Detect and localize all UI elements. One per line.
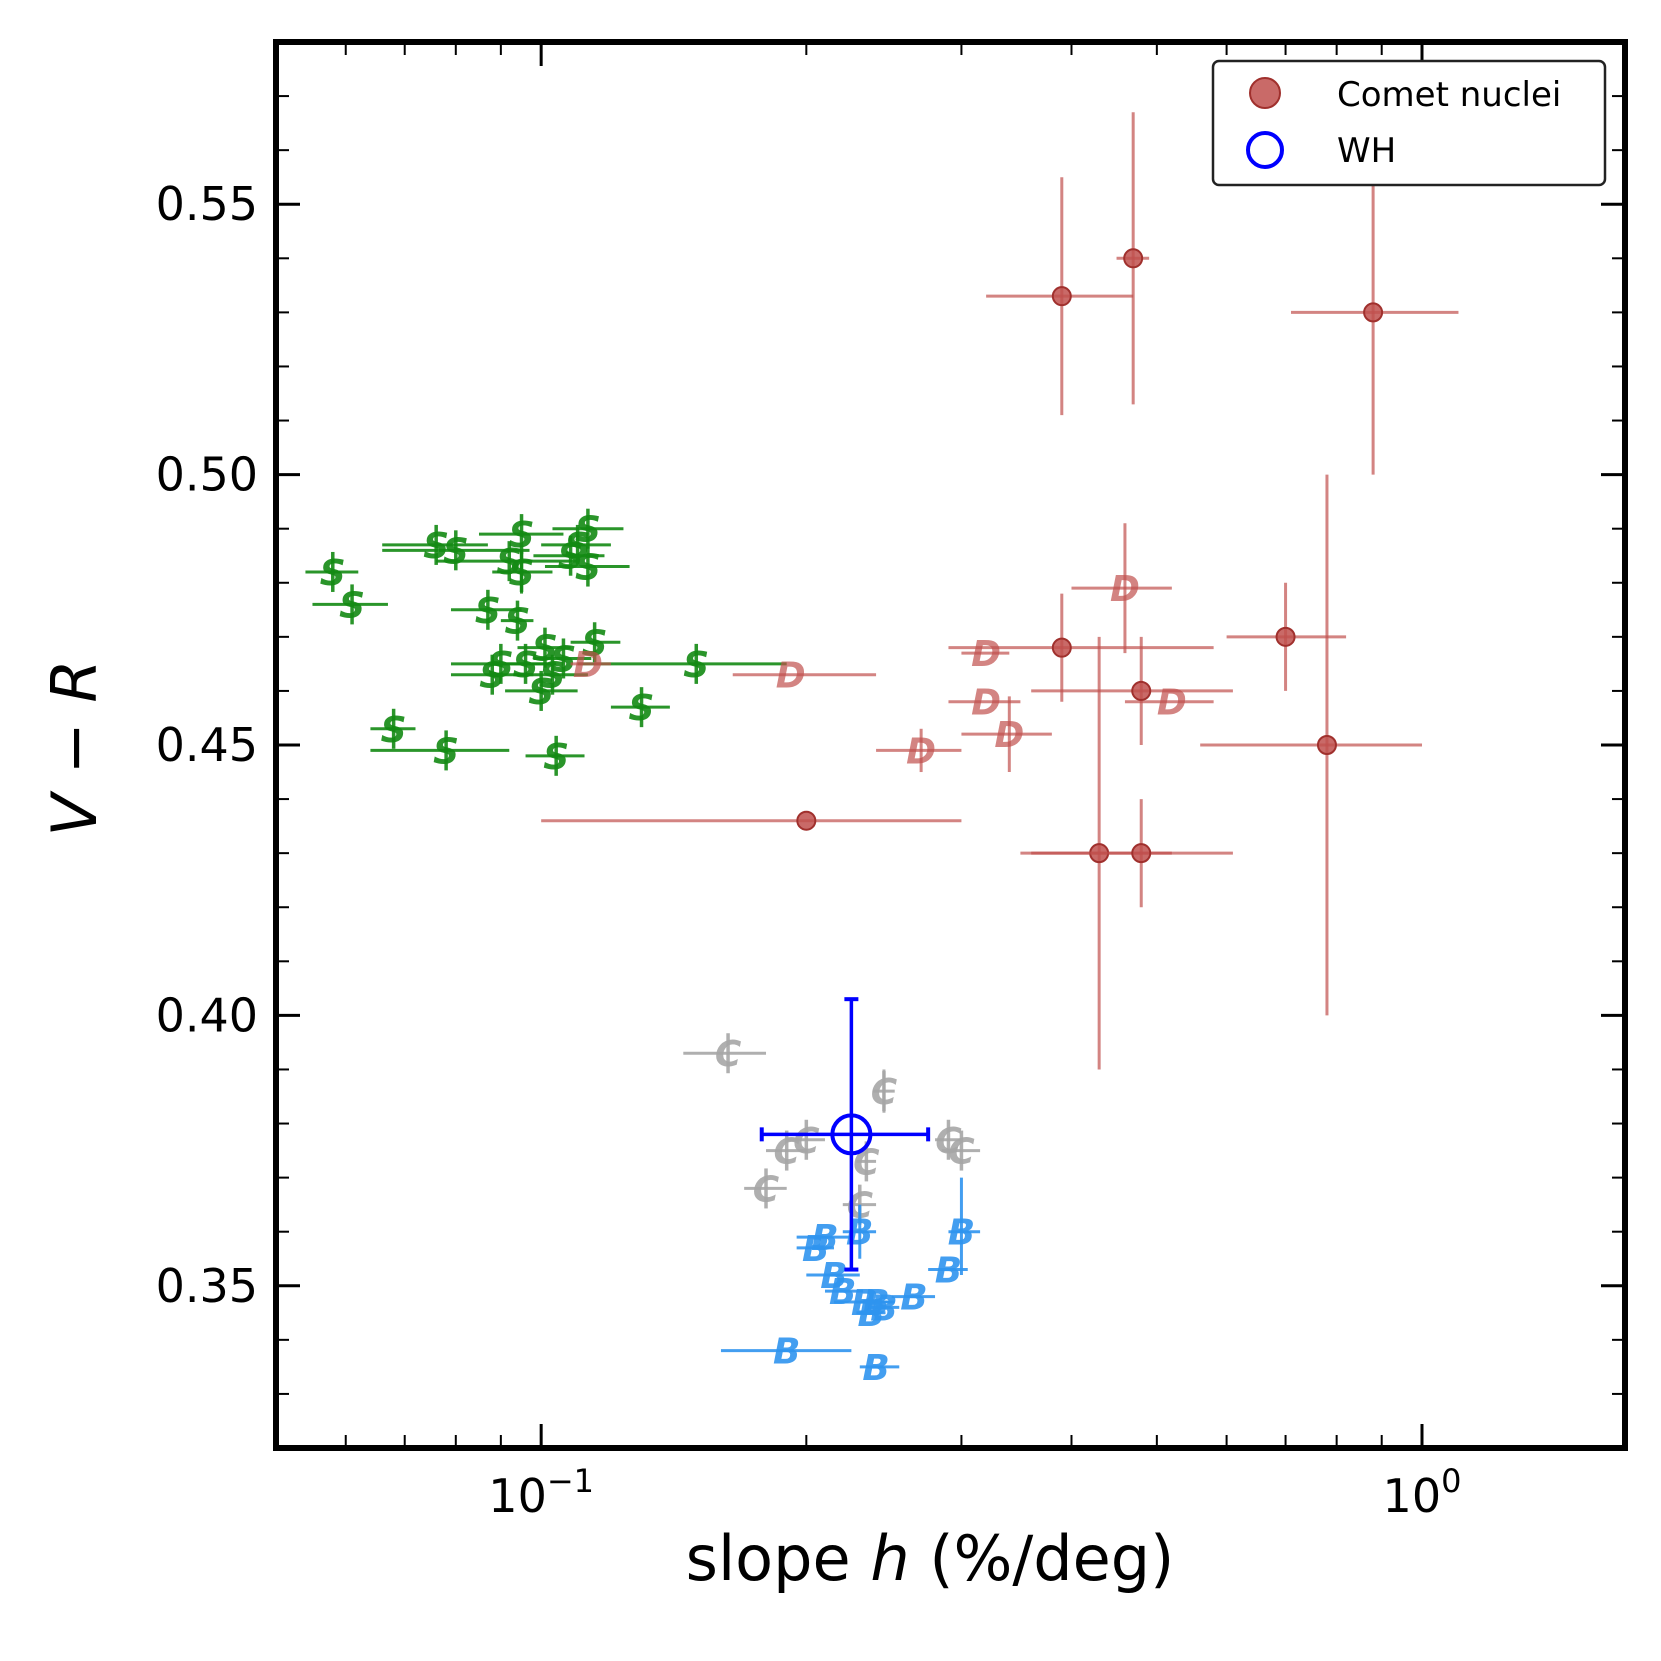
series-letter-s: SSSSSSSSSSSSSSSSSSSSSSSSSS bbox=[305, 508, 787, 778]
plot-marks: SSSSSSSSSSSSSSSSSSSSSSSSSSCCCCCCCCCBBBBB… bbox=[305, 112, 1459, 1389]
data-point: B bbox=[829, 1272, 856, 1313]
data-point: D bbox=[1157, 683, 1187, 724]
data-point: D bbox=[971, 634, 1001, 675]
legend-frame bbox=[1211, 59, 1607, 187]
data-point bbox=[1275, 626, 1296, 647]
data-point: B bbox=[935, 1251, 962, 1292]
data-point bbox=[1316, 735, 1337, 755]
series-letter-c: CCCCCCCCC bbox=[683, 1033, 981, 1227]
data-point: B bbox=[858, 1294, 885, 1335]
y-tick-label: 0.55 bbox=[156, 177, 258, 231]
y-axis-label: V − R bbox=[38, 660, 111, 837]
data-point bbox=[1123, 248, 1144, 269]
series-wh bbox=[759, 997, 931, 1272]
data-point bbox=[1051, 286, 1072, 307]
data-point: B bbox=[862, 1348, 889, 1389]
tick-labels: 0.35 0.40 0.45 0.50 0.55 10−1 100 bbox=[156, 177, 1462, 1523]
data-point: D bbox=[994, 715, 1024, 756]
y-tick-label: 0.40 bbox=[156, 988, 258, 1042]
x-tick-label: 10−1 bbox=[488, 1462, 594, 1523]
axis-ticks bbox=[275, 41, 1625, 1448]
data-point: B bbox=[870, 1288, 897, 1329]
y-tick-label: 0.50 bbox=[156, 448, 258, 502]
data-point bbox=[1131, 680, 1152, 701]
data-point bbox=[1131, 843, 1152, 864]
x-axis-label: slope h (%/deg) bbox=[686, 1522, 1175, 1595]
legend-label-comet-nuclei: Comet nuclei bbox=[1337, 75, 1561, 115]
data-point bbox=[796, 810, 817, 831]
y-tick-label: 0.35 bbox=[156, 1259, 258, 1313]
y-tick-label: 0.45 bbox=[156, 718, 258, 772]
legend-label-wh: WH bbox=[1337, 131, 1396, 171]
data-point: B bbox=[862, 1283, 889, 1324]
data-point: D bbox=[906, 731, 936, 772]
data-point: D bbox=[776, 656, 806, 697]
legend-marker-wh bbox=[1246, 131, 1284, 169]
legend-marker-comet-nuclei bbox=[1249, 77, 1281, 109]
legend: Comet nuclei WH bbox=[1211, 59, 1607, 187]
data-point bbox=[1363, 302, 1384, 323]
data-point: D bbox=[1110, 569, 1140, 610]
data-point bbox=[1051, 637, 1072, 658]
x-tick-label: 100 bbox=[1383, 1462, 1462, 1523]
data-point: B bbox=[773, 1332, 800, 1373]
data-point: B bbox=[948, 1213, 975, 1254]
data-point: B bbox=[811, 1218, 838, 1259]
data-point: B bbox=[900, 1278, 927, 1319]
data-point bbox=[830, 1113, 873, 1156]
data-point: B bbox=[802, 1229, 829, 1270]
series-comet-nuclei bbox=[541, 112, 1459, 1070]
data-point: D bbox=[971, 683, 1001, 724]
data-point: D bbox=[573, 645, 603, 686]
